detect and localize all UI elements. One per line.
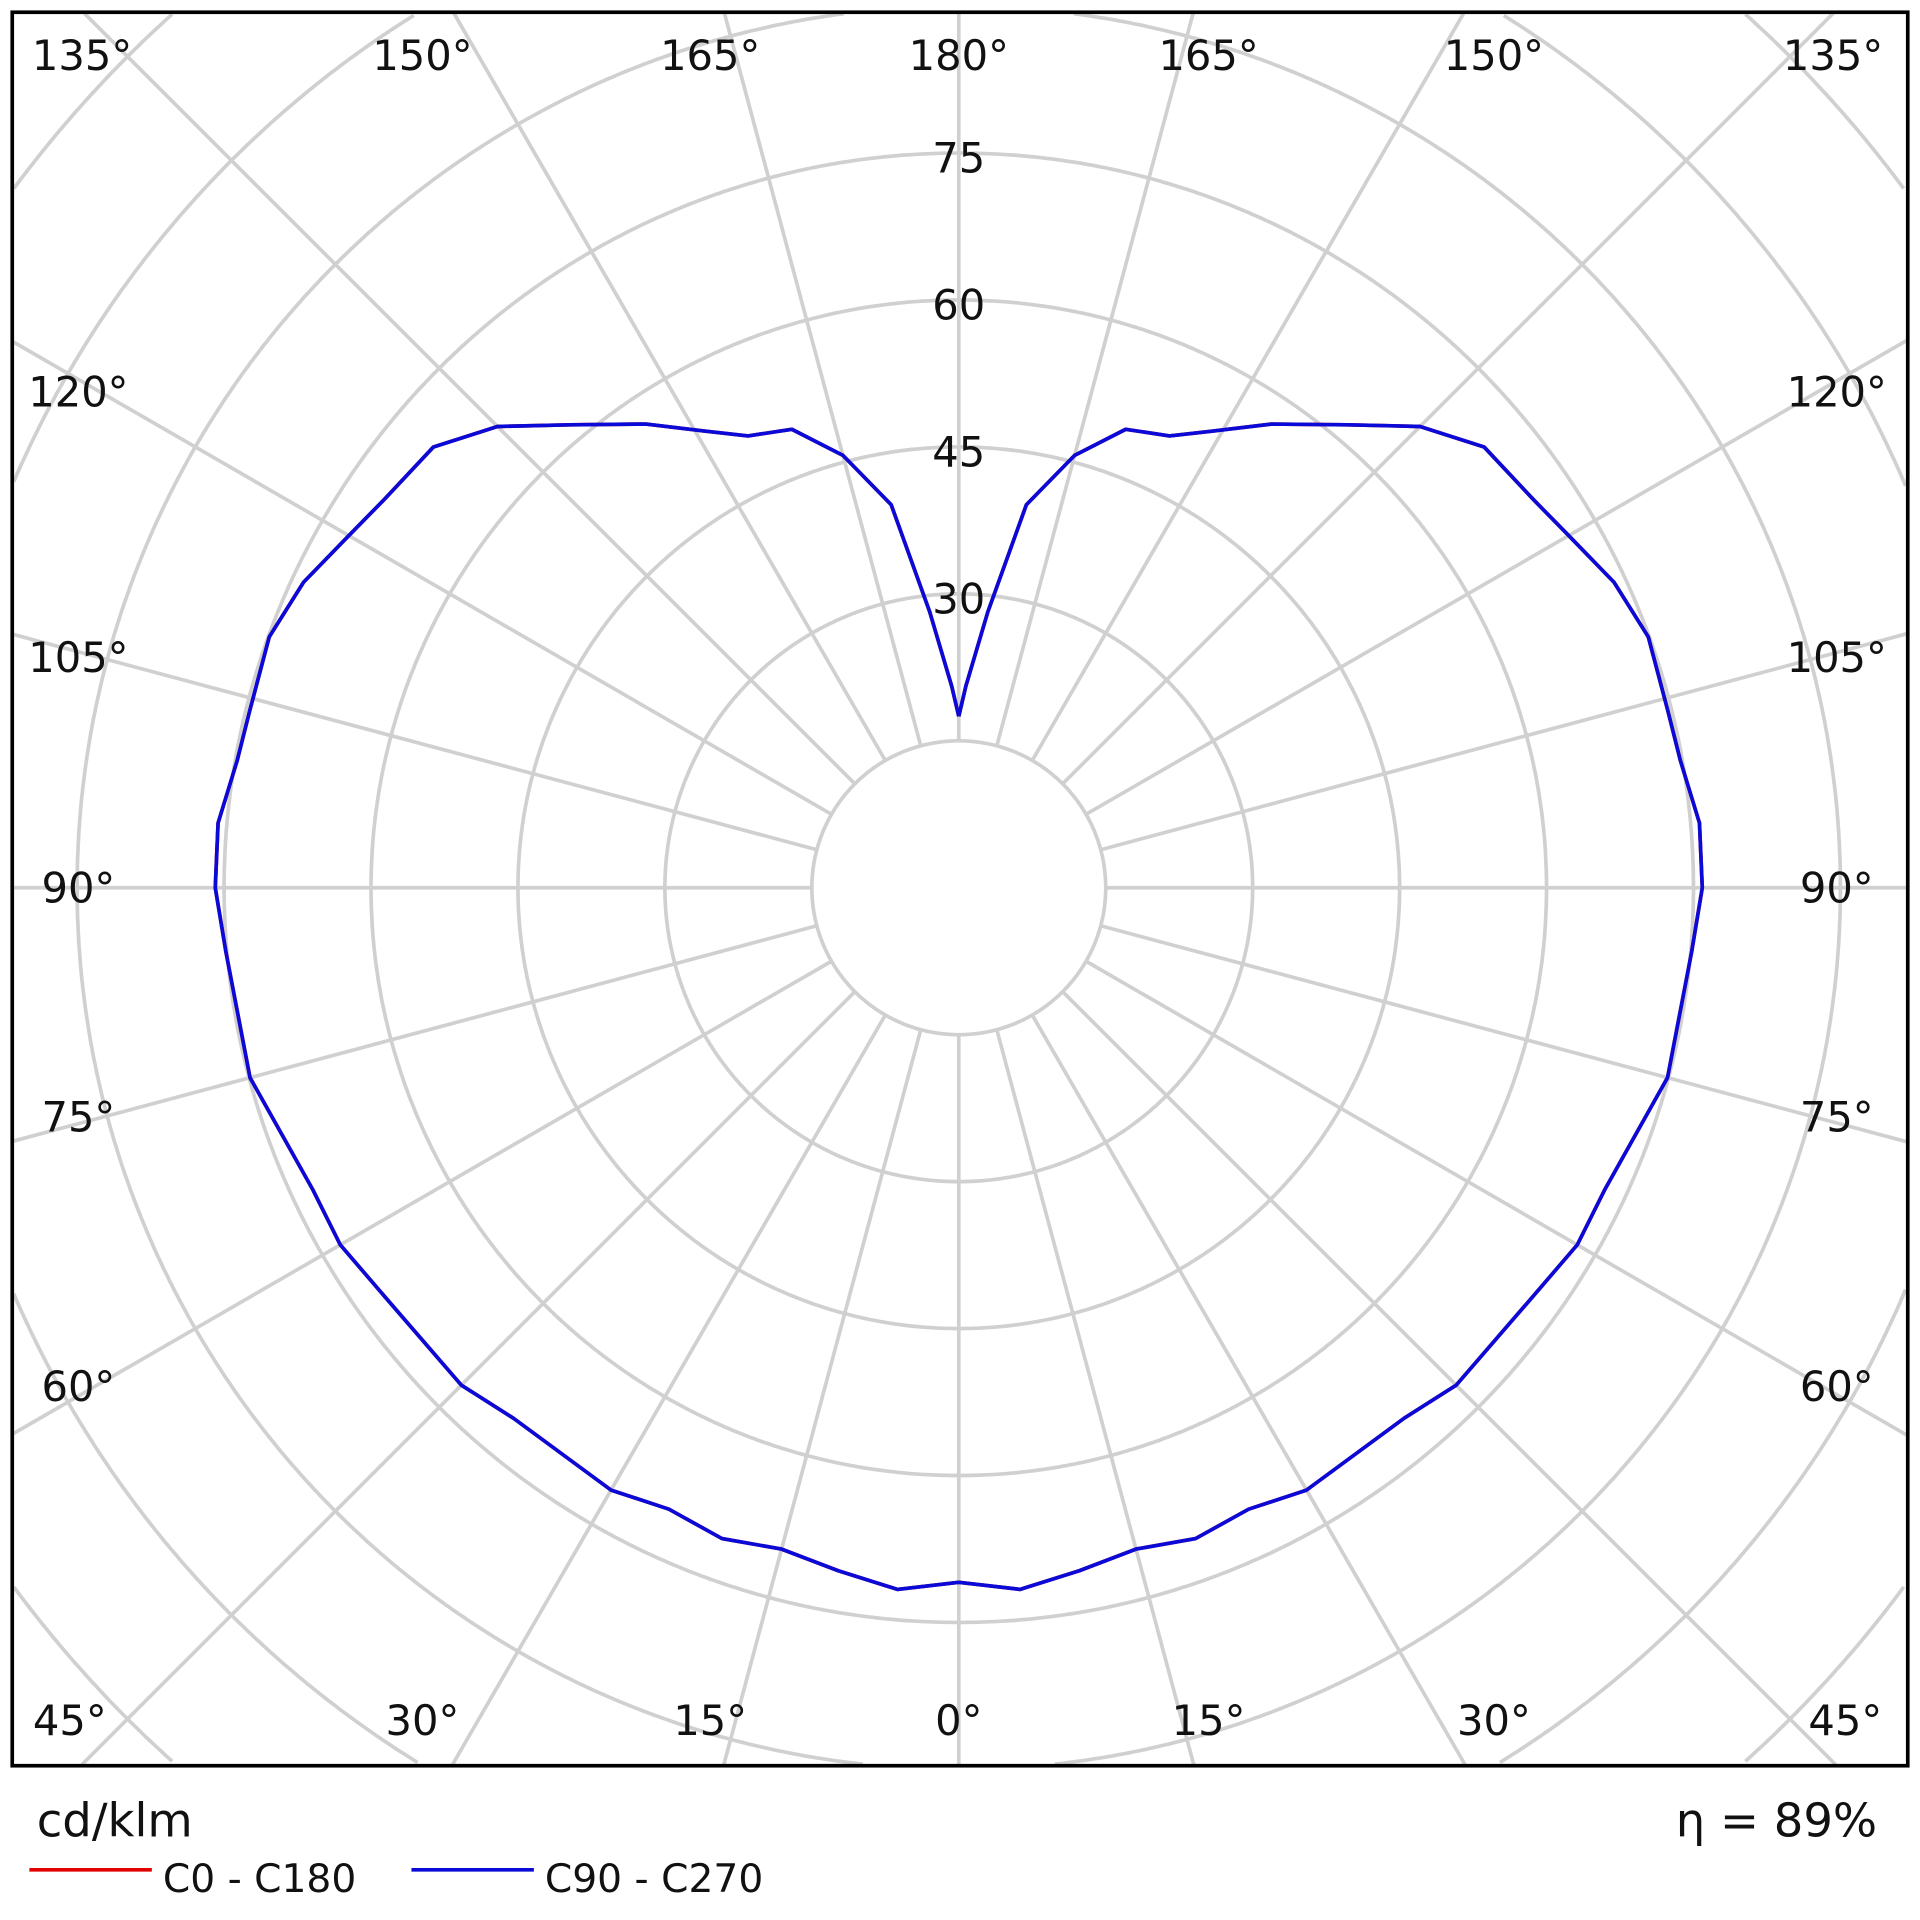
grid-spoke	[12, 924, 818, 1143]
grid-ring	[12, 12, 1906, 1763]
angle-label: 150°	[1444, 31, 1544, 80]
grid-ring	[75, 11, 1843, 1766]
angle-label: 0°	[935, 1696, 982, 1745]
angle-label: 120°	[1787, 368, 1887, 417]
polar-grid	[12, 11, 1908, 1766]
grid-spoke	[452, 12, 887, 762]
angle-label: 30°	[1457, 1696, 1531, 1745]
grid-spoke	[1030, 12, 1466, 762]
angle-label: 150°	[372, 31, 472, 80]
angle-label: 75°	[41, 1092, 115, 1141]
grid-spoke	[1085, 338, 1908, 816]
grid-spoke	[995, 1029, 1196, 1765]
legend-label-c0-c180: C0 - C180	[163, 1857, 356, 1902]
angle-label: 105°	[1787, 633, 1887, 682]
grid-spoke	[80, 990, 857, 1766]
grid-spoke	[83, 12, 857, 786]
grid-spoke	[1061, 12, 1835, 786]
grid-spoke	[12, 959, 833, 1436]
grid-spoke	[1061, 990, 1837, 1766]
angle-label: 180°	[909, 31, 1009, 80]
angle-label: 15°	[1172, 1696, 1246, 1745]
grid-spoke	[12, 632, 818, 852]
angle-label: 120°	[28, 368, 128, 417]
angle-label: 90°	[41, 863, 115, 912]
grid-spoke	[1085, 959, 1908, 1437]
legend-label-c90-c270: C90 - C270	[545, 1857, 763, 1902]
angle-label: 60°	[1800, 1362, 1874, 1411]
radial-tick-label: 75	[932, 134, 985, 183]
grid-ring	[12, 13, 1908, 1764]
angle-label: 135°	[1783, 31, 1883, 80]
angle-label: 15°	[673, 1696, 747, 1745]
angle-labels: 45° 30° 15° 0° 15° 30° 45° 135° 150° 165° 180° 165°…	[28, 31, 1887, 1745]
angle-label: 30°	[386, 1696, 460, 1745]
grid-spoke	[12, 340, 833, 816]
angle-label: 165°	[1158, 31, 1258, 80]
angle-label: 45°	[1808, 1696, 1882, 1745]
radial-tick-labels: 30 45 60 75	[932, 134, 985, 624]
grid-spoke	[1100, 632, 1908, 852]
radial-tick-label: 45	[932, 428, 985, 477]
angle-label: 90°	[1800, 863, 1874, 912]
grid-spoke	[1100, 924, 1908, 1144]
angle-label: 135°	[32, 31, 132, 80]
grid-ring	[810, 738, 1108, 1037]
angle-label: 105°	[28, 633, 128, 682]
grid-spoke	[995, 12, 1195, 747]
radial-tick-label: 30	[932, 574, 985, 623]
grid-spoke	[722, 12, 923, 747]
curves	[213, 422, 1705, 1592]
grid-spoke	[722, 1029, 923, 1765]
unit-label: cd/klm	[37, 1794, 193, 1848]
legend: C0 - C180 C90 - C270	[29, 1857, 763, 1902]
grid-spoke	[451, 1014, 887, 1766]
angle-label: 45°	[33, 1696, 107, 1745]
grid-spoke	[1030, 1014, 1467, 1766]
angle-label: 75°	[1800, 1092, 1874, 1141]
efficiency-label: η = 89%	[1676, 1794, 1877, 1848]
series-line-c90-c270	[213, 422, 1705, 1592]
radial-tick-label: 60	[932, 281, 985, 330]
angle-label: 165°	[660, 31, 760, 80]
angle-label: 60°	[41, 1362, 115, 1411]
plot-frame	[10, 10, 1910, 1768]
